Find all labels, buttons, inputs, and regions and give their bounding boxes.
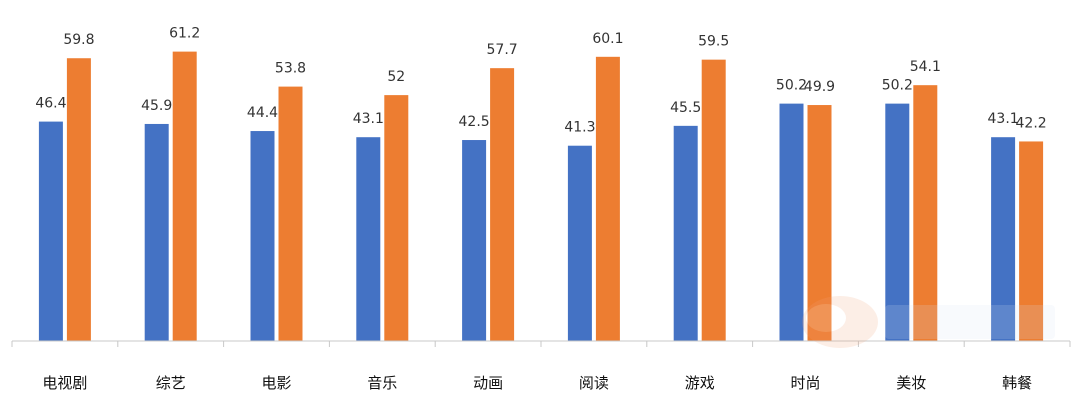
bar-series1-7 xyxy=(673,125,698,341)
bar-series1-3 xyxy=(250,131,275,341)
data-labels-layer: 46.4 59.8 45.9 61.2 44.4 53.8 43.1 52 42.5 57.7 41… xyxy=(35,26,1046,136)
bar-series2-9 xyxy=(913,85,938,341)
bar-series2-3 xyxy=(278,86,303,341)
data-label-series1-5: 42.5 xyxy=(459,114,490,130)
bar-series2-7 xyxy=(701,59,726,342)
data-label-series1-8: 50.2 xyxy=(776,78,807,94)
category-label-8: 时尚 xyxy=(790,374,820,392)
data-label-series2-9: 54.1 xyxy=(910,59,941,75)
x-axis-ticks xyxy=(11,341,1071,347)
category-label-9: 美妆 xyxy=(896,374,926,392)
data-label-series2-2: 61.2 xyxy=(169,26,200,42)
bar-series2-8 xyxy=(807,105,832,342)
bar-series1-2 xyxy=(144,123,169,341)
category-label-10: 韩餐 xyxy=(1002,374,1032,392)
x-axis-categories: 电视剧 综艺 电影 音乐 动画 阅读 游戏 时尚 美妆 韩餐 xyxy=(42,374,1032,392)
data-label-series2-3: 53.8 xyxy=(275,61,306,77)
data-label-series1-10: 43.1 xyxy=(988,111,1019,127)
data-label-series2-4: 52 xyxy=(387,69,405,85)
bar-series2-2 xyxy=(172,51,197,342)
bar-series1-9 xyxy=(885,103,910,341)
bar-series1-8 xyxy=(779,103,804,341)
data-label-series2-5: 57.7 xyxy=(487,42,518,58)
category-label-1: 电视剧 xyxy=(42,374,87,392)
category-label-4: 音乐 xyxy=(367,374,397,392)
category-label-2: 综艺 xyxy=(156,374,186,392)
data-label-series1-2: 45.9 xyxy=(141,98,172,114)
watermark-logo xyxy=(802,296,1055,348)
bar-series1-5 xyxy=(462,140,487,341)
bar-series1-4 xyxy=(356,137,381,341)
bar-series1-1 xyxy=(38,121,63,341)
data-label-series1-1: 46.4 xyxy=(35,96,66,112)
data-label-series2-6: 60.1 xyxy=(592,31,623,47)
data-label-series2-10: 42.2 xyxy=(1016,115,1047,131)
category-label-7: 游戏 xyxy=(685,374,715,392)
category-label-3: 电影 xyxy=(261,374,291,392)
bar-series1-6 xyxy=(567,145,592,341)
category-label-6: 阅读 xyxy=(579,374,609,392)
data-label-series2-8: 49.9 xyxy=(804,79,835,95)
data-label-series1-3: 44.4 xyxy=(247,105,278,121)
data-label-series2-1: 59.8 xyxy=(63,32,94,48)
bar-series1-10 xyxy=(991,137,1016,341)
data-label-series2-7: 59.5 xyxy=(698,34,729,50)
bar-series2-1 xyxy=(66,58,91,341)
data-label-series1-6: 41.3 xyxy=(564,120,595,136)
data-label-series1-9: 50.2 xyxy=(882,78,913,94)
bars-layer xyxy=(38,51,1044,342)
bar-series2-6 xyxy=(595,56,620,341)
bar-series2-5 xyxy=(490,68,515,341)
data-label-series1-7: 45.5 xyxy=(670,100,701,116)
data-label-series1-4: 43.1 xyxy=(353,111,384,127)
category-label-5: 动画 xyxy=(473,374,503,392)
bar-series2-10 xyxy=(1019,141,1044,341)
bar-series2-4 xyxy=(384,95,409,341)
